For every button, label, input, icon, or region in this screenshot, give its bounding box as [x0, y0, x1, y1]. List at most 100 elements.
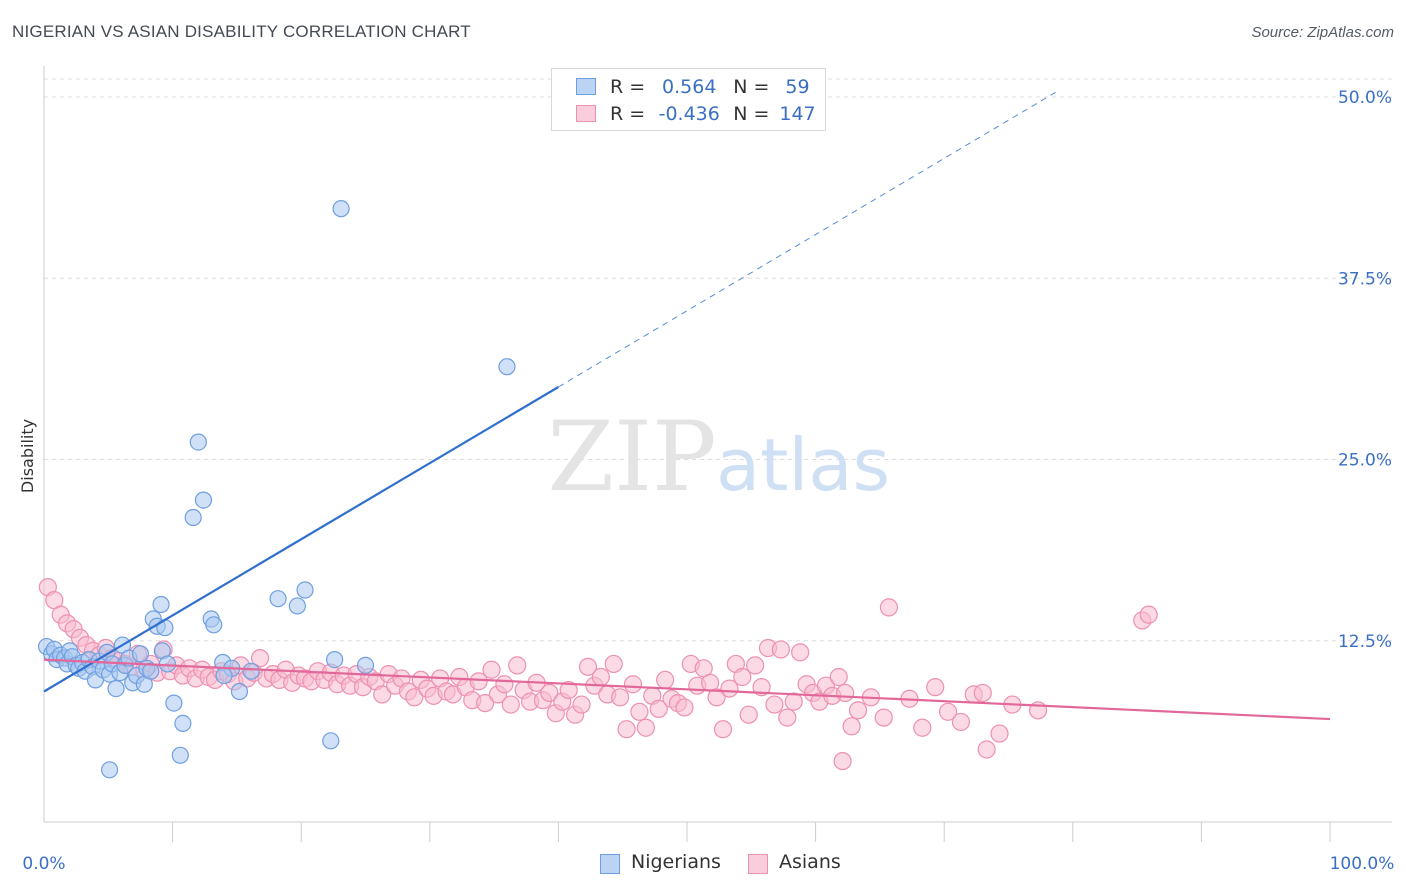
- nigerians-trend-extension: [558, 89, 1061, 388]
- legend-r-label: R =: [610, 103, 646, 125]
- asian-point: [373, 685, 392, 704]
- legend-n-label: N =: [733, 76, 770, 98]
- asian-point: [977, 740, 996, 759]
- asian-point: [611, 688, 630, 707]
- nigerian-point: [322, 732, 340, 750]
- nigerian-point: [152, 595, 170, 614]
- asian-point: [752, 678, 771, 697]
- asian-point: [617, 720, 636, 739]
- asian-point: [578, 657, 598, 676]
- bottom-label-nigerians: Nigerians: [631, 851, 721, 873]
- nigerian-point: [189, 433, 207, 451]
- nigerian-point: [215, 666, 233, 685]
- nigerian-point: [205, 616, 223, 634]
- asian-point: [913, 718, 932, 737]
- nigerian-point: [194, 491, 213, 509]
- asian-point: [1139, 605, 1158, 624]
- asian-point: [656, 670, 675, 690]
- asian-point: [482, 660, 501, 679]
- legend-swatch-nigerians: [576, 78, 596, 95]
- legend-r-value: -0.436: [658, 103, 720, 125]
- trend-lines: [43, 89, 1331, 721]
- asian-point: [791, 643, 810, 662]
- asian-point: [833, 751, 852, 771]
- nigerian-point: [131, 645, 150, 663]
- asians-trend-line: [43, 658, 1331, 721]
- asian-point: [842, 717, 861, 736]
- legend-n-value: 59: [785, 76, 810, 98]
- nigerian-point: [288, 597, 306, 615]
- asian-point: [739, 705, 758, 724]
- x-tick-label: 0.0%: [22, 854, 65, 874]
- watermark-atlas: atlas: [716, 423, 890, 507]
- asian-point: [675, 698, 694, 717]
- asian-point: [771, 640, 790, 659]
- asian-point: [636, 718, 655, 737]
- asian-point: [926, 678, 945, 697]
- asian-point: [630, 702, 649, 721]
- tick-labels: 12.5% 25.0% 37.5% 50.0% 0.0% 100.0%: [22, 88, 1394, 874]
- asian-point: [973, 683, 992, 703]
- legend-n-value: 147: [779, 103, 816, 125]
- asian-point: [733, 667, 752, 687]
- bottom-swatch-nigerians: [600, 854, 620, 874]
- asian-point: [495, 675, 514, 694]
- asian-point: [784, 692, 803, 711]
- y-tick-label: 50.0%: [1338, 88, 1392, 108]
- nigerian-point: [326, 650, 344, 669]
- asian-point: [559, 680, 578, 700]
- legend-swatch-asians: [576, 105, 596, 122]
- asian-point: [879, 598, 899, 617]
- nigerian-point: [498, 358, 516, 376]
- asian-point: [475, 693, 495, 713]
- bottom-label-asians: Asians: [779, 851, 841, 873]
- nigerian-point: [269, 590, 287, 608]
- asian-point: [405, 688, 424, 707]
- nigerian-point: [174, 714, 192, 733]
- grid-lines: [44, 78, 1392, 642]
- chart-title: NIGERIAN VS ASIAN DISABILITY CORRELATION…: [12, 22, 471, 41]
- y-tick-label: 12.5%: [1338, 632, 1392, 652]
- asian-point: [508, 656, 527, 675]
- correlation-legend: R = 0.564 N = 59 R = -0.436 N = 147: [551, 68, 826, 131]
- asian-point: [746, 656, 765, 675]
- asian-point: [848, 701, 868, 720]
- legend-r-value: 0.564: [662, 76, 717, 98]
- asian-point: [836, 683, 855, 703]
- y-tick-label: 25.0%: [1338, 451, 1392, 471]
- watermark-zip: ZIP: [547, 401, 716, 513]
- asian-point: [501, 695, 520, 714]
- nigerian-point: [242, 662, 260, 680]
- y-axis-label: Disability: [18, 419, 37, 493]
- asian-point: [591, 667, 610, 687]
- asians-points: [38, 577, 1158, 771]
- nigerian-point: [356, 656, 375, 675]
- asian-point: [874, 708, 893, 727]
- legend-r-label: R =: [610, 76, 646, 98]
- asian-point: [604, 654, 623, 674]
- asian-point: [765, 695, 784, 714]
- nigerians-trend-line: [43, 386, 559, 693]
- nigerian-point: [107, 679, 125, 698]
- asian-point: [990, 724, 1009, 743]
- source-credit: Source: ZipAtlas.com: [1251, 24, 1394, 41]
- asian-point: [250, 649, 270, 668]
- nigerian-point: [296, 581, 314, 599]
- asian-point: [778, 708, 797, 727]
- asian-point: [720, 679, 739, 698]
- asian-point: [707, 688, 726, 707]
- nigerian-point: [184, 508, 202, 527]
- nigerian-point: [142, 662, 160, 680]
- asian-point: [469, 672, 488, 691]
- y-tick-label: 37.5%: [1338, 269, 1392, 289]
- nigerian-point: [332, 200, 350, 218]
- asian-point: [540, 683, 559, 703]
- nigerian-point: [171, 746, 189, 764]
- nigerians-points: [37, 200, 516, 779]
- asian-point: [713, 720, 733, 739]
- legend-n-label: N =: [733, 103, 770, 125]
- asian-point: [623, 675, 643, 694]
- axes: [43, 66, 1392, 842]
- asian-point: [572, 695, 591, 714]
